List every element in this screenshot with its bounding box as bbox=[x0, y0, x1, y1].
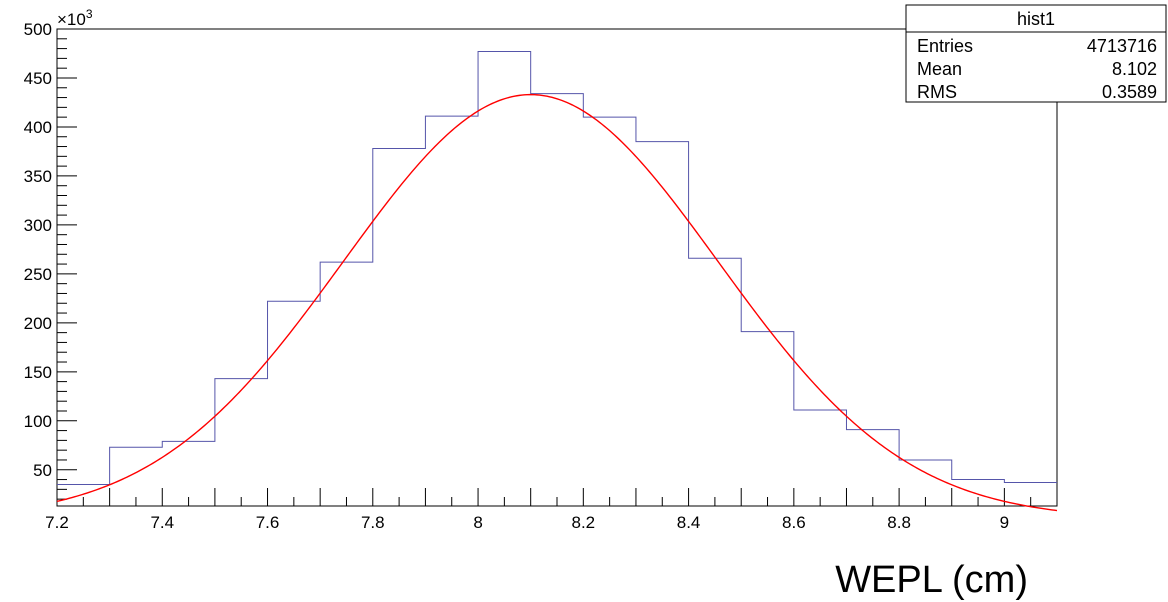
y-multiplier-exponent: 3 bbox=[86, 7, 93, 21]
y-tick-label: 50 bbox=[33, 461, 52, 480]
stats-rms-value: 0.3589 bbox=[1102, 82, 1157, 102]
x-axis-title: WEPL (cm) bbox=[835, 559, 1028, 601]
y-tick-label: 400 bbox=[24, 118, 52, 137]
x-tick-label: 9 bbox=[1000, 513, 1009, 532]
x-tick-label: 8 bbox=[473, 513, 482, 532]
x-axis: 7.2 7.4 7.6 7.8 8 8.2 8.4 8.6 8.8 9 bbox=[45, 488, 1058, 532]
stats-entries-label: Entries bbox=[917, 36, 973, 56]
y-multiplier-base: ×10 bbox=[57, 10, 86, 29]
y-axis-multiplier: ×103 bbox=[57, 7, 93, 29]
y-tick-label: 150 bbox=[24, 363, 52, 382]
x-tick-label: 8.8 bbox=[887, 513, 911, 532]
x-tick-label: 8.2 bbox=[571, 513, 595, 532]
y-tick-label: 200 bbox=[24, 314, 52, 333]
stats-box-frame bbox=[905, 4, 1167, 103]
y-tick-label: 500 bbox=[24, 20, 52, 39]
stats-title: hist1 bbox=[1017, 9, 1055, 29]
x-tick-label: 7.2 bbox=[45, 513, 69, 532]
y-tick-label: 250 bbox=[24, 265, 52, 284]
y-tick-label: 450 bbox=[24, 69, 52, 88]
stats-mean-value: 8.102 bbox=[1112, 59, 1157, 79]
x-tick-label: 7.8 bbox=[361, 513, 385, 532]
stats-rms-label: RMS bbox=[917, 82, 957, 102]
y-axis: 50 100 150 200 250 300 350 400 450 500 bbox=[24, 20, 77, 500]
y-tick-label: 350 bbox=[24, 167, 52, 186]
stats-mean-label: Mean bbox=[917, 59, 962, 79]
histogram-series bbox=[57, 51, 1057, 485]
stats-box: hist1 Entries 4713716 Mean 8.102 RMS 0.3… bbox=[905, 4, 1167, 103]
x-tick-label: 7.4 bbox=[150, 513, 174, 532]
y-tick-label: 300 bbox=[24, 216, 52, 235]
x-tick-label: 8.6 bbox=[782, 513, 806, 532]
x-tick-label: 7.6 bbox=[256, 513, 280, 532]
gaussian-fit-line bbox=[56, 93, 1058, 512]
stats-entries-value: 4713716 bbox=[1087, 36, 1157, 56]
y-tick-label: 100 bbox=[24, 412, 52, 431]
x-tick-label: 8.4 bbox=[677, 513, 701, 532]
